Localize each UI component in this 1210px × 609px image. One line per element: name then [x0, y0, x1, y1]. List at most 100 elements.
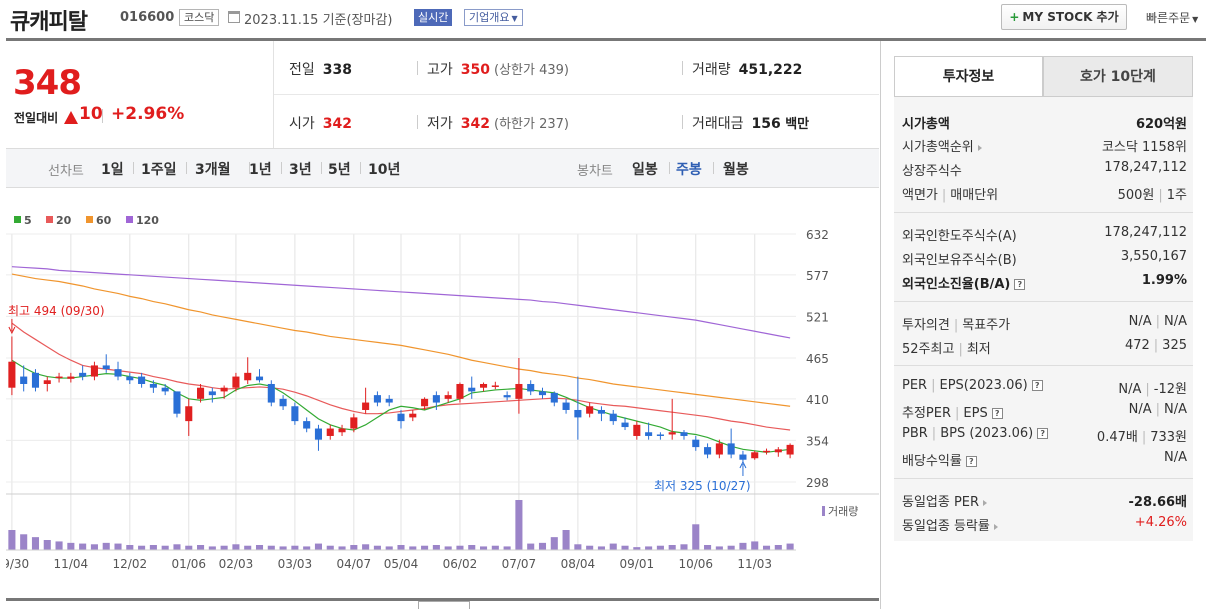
- volume-bar: [727, 545, 735, 550]
- candle-body: [79, 372, 87, 377]
- volume-bar: [680, 544, 688, 550]
- eps-label: EPS(2023.06): [939, 378, 1028, 393]
- divider: [417, 61, 418, 75]
- stock-code: 016600: [120, 10, 175, 25]
- volume-bar: [550, 537, 558, 550]
- company-overview-button[interactable]: 기업개요 ▼: [464, 9, 523, 26]
- candle-period-2[interactable]: 주봉: [676, 162, 702, 178]
- line-period-6[interactable]: 5년: [328, 162, 351, 178]
- realtime-button[interactable]: 실시간: [414, 9, 453, 26]
- divider: [360, 162, 361, 174]
- y-tick-label: 521: [806, 310, 829, 324]
- candle-body: [786, 444, 794, 455]
- candle-body: [208, 391, 216, 396]
- price-info-grid: 전일 338 고가 350 (상한가 439) 거래량 451,222 시가 342 저가…: [274, 41, 879, 148]
- high-label: 고가: [427, 62, 453, 78]
- candle-body: [173, 391, 181, 414]
- foreign-hold-value: 3,550,167: [1120, 249, 1187, 264]
- ma-legend-swatch: [46, 216, 53, 223]
- chevron-right-icon: [983, 499, 988, 506]
- candle-body: [232, 376, 240, 388]
- industry-per-link[interactable]: 동일업종 PER: [902, 491, 988, 510]
- investment-info-panel: 투자정보 호가 10단계 시가총액 620억원 시가총액순위 코스닥 1158위 상…: [880, 41, 1210, 609]
- help-icon[interactable]: ?: [991, 408, 1003, 419]
- candle-period-1[interactable]: 일봉: [632, 162, 658, 178]
- tab-investment-info[interactable]: 투자정보: [894, 56, 1043, 97]
- quick-order-button[interactable]: 빠른주문 ▼: [1146, 9, 1198, 26]
- candle-body: [102, 365, 110, 370]
- prev-close-label: 전일: [289, 62, 315, 78]
- volume-bar: [55, 541, 63, 550]
- volume-bar: [503, 546, 511, 550]
- candle-period-3[interactable]: 월봉: [723, 162, 749, 178]
- help-icon[interactable]: ?: [965, 456, 977, 467]
- help-icon[interactable]: ?: [1037, 428, 1049, 439]
- foreign-ratio-value: 1.99%: [1141, 273, 1187, 288]
- face-value-row: 액면가 | 매매단위 500원 | 1주: [902, 188, 1187, 203]
- open-price: 시가 342: [289, 113, 352, 133]
- candle-body: [220, 387, 228, 392]
- help-icon[interactable]: ?: [1014, 279, 1026, 290]
- volume-bar: [161, 545, 169, 550]
- volume-bar: [468, 545, 476, 550]
- amount-value: 156: [751, 116, 781, 132]
- candle-body: [562, 402, 570, 410]
- candle-body: [680, 432, 688, 436]
- line-period-5[interactable]: 3년: [289, 162, 312, 178]
- candle-body: [303, 421, 311, 429]
- industry-per-value: -28.66배: [1128, 495, 1187, 510]
- volume-bar: [279, 546, 287, 550]
- market-cap-rank-link[interactable]: 시가총액순위: [902, 136, 982, 155]
- line-period-3[interactable]: 3개월: [195, 162, 231, 178]
- volume-bar: [491, 545, 499, 550]
- volume-bar: [751, 541, 759, 550]
- volume-bar: [314, 543, 322, 550]
- x-tick-label: 03/03: [278, 557, 313, 571]
- volume-bar: [102, 542, 110, 550]
- opinion-value: N/A: [1128, 314, 1152, 329]
- candle-body: [762, 450, 771, 453]
- candle-body: [291, 406, 299, 422]
- ma-legend-label: 120: [136, 214, 159, 227]
- x-tick-label: 12/02: [113, 557, 148, 571]
- candle-body: [739, 454, 747, 460]
- foreign-limit-row: 외국인한도주식수(A) 178,247,112: [902, 223, 1187, 245]
- industry-rate-label: 동일업종 등락률: [902, 519, 990, 534]
- per-row: PER | EPS(2023.06)? N/A | -12원: [902, 378, 1187, 397]
- x-tick-label: 01/06: [171, 557, 206, 571]
- foreign-ratio-row: 외국인소진율(B/A)? 1.99%: [902, 271, 1187, 293]
- low-label: 저가: [427, 116, 453, 132]
- help-icon[interactable]: ?: [1031, 380, 1043, 391]
- x-tick-label: 06/02: [443, 557, 478, 571]
- volume-bar: [303, 546, 311, 550]
- tab-order-book[interactable]: 호가 10단계: [1043, 56, 1193, 97]
- company-overview-label: 기업개요: [469, 11, 510, 24]
- est-per-value: N/A: [1128, 402, 1152, 417]
- line-period-4[interactable]: 1년: [249, 162, 272, 178]
- foreign-limit-value: 178,247,112: [1104, 225, 1187, 240]
- volume-bar: [609, 543, 617, 550]
- candle-body: [692, 439, 700, 448]
- industry-rate-link[interactable]: 동일업종 등락률: [902, 515, 998, 534]
- prev-close: 전일 338: [289, 59, 352, 79]
- volume-bar: [244, 545, 252, 550]
- volume-bar: [586, 545, 594, 550]
- collapse-tab[interactable]: [418, 601, 470, 609]
- volume-bar: [515, 500, 523, 550]
- line-period-2[interactable]: 1주일: [141, 162, 177, 178]
- industry-per-label: 동일업종 PER: [902, 495, 980, 510]
- line-chart-label: 선차트: [48, 164, 84, 179]
- base-date: 2023.11.15 기준(장마감): [244, 13, 393, 28]
- pbr-label: PBR: [902, 426, 928, 441]
- line-period-7[interactable]: 10년: [368, 162, 401, 178]
- volume-bar: [208, 546, 216, 550]
- diff-label: 전일대비: [14, 111, 59, 125]
- add-mystock-button[interactable]: + MY STOCK 추가: [1001, 4, 1127, 30]
- ma120-line: [11, 266, 791, 339]
- candle-body: [149, 383, 157, 388]
- est-eps-value: N/A: [1164, 402, 1187, 417]
- high-price: 고가 350 (상한가 439): [427, 59, 569, 79]
- line-period-1[interactable]: 1일: [101, 162, 124, 178]
- volume-bar: [350, 545, 358, 550]
- ma-legend-swatch: [14, 216, 21, 223]
